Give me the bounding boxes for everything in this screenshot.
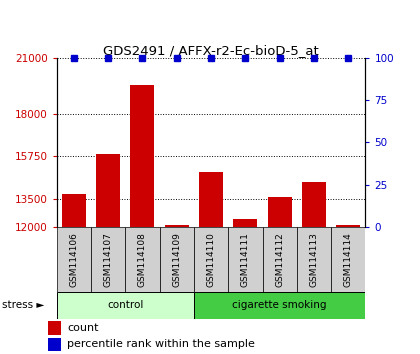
Bar: [57, 227, 91, 292]
Bar: [331, 227, 365, 292]
Text: GSM114112: GSM114112: [275, 232, 284, 287]
Text: GSM114108: GSM114108: [138, 232, 147, 287]
Bar: [194, 292, 365, 319]
Bar: [48, 321, 61, 335]
Bar: [199, 172, 223, 227]
Bar: [336, 225, 360, 227]
Text: percentile rank within the sample: percentile rank within the sample: [67, 339, 255, 349]
Bar: [234, 219, 257, 227]
Bar: [228, 227, 262, 292]
Text: control: control: [107, 300, 144, 310]
Text: cigarette smoking: cigarette smoking: [232, 300, 327, 310]
Text: GSM114107: GSM114107: [104, 232, 113, 287]
Title: GDS2491 / AFFX-r2-Ec-bioD-5_at: GDS2491 / AFFX-r2-Ec-bioD-5_at: [103, 44, 319, 57]
Text: GSM114106: GSM114106: [69, 232, 79, 287]
Text: count: count: [67, 323, 99, 333]
Bar: [268, 197, 291, 227]
Bar: [57, 292, 194, 319]
Bar: [194, 227, 228, 292]
Bar: [131, 85, 155, 227]
Bar: [297, 227, 331, 292]
Bar: [302, 182, 326, 227]
Bar: [91, 227, 125, 292]
Bar: [262, 227, 297, 292]
Bar: [62, 194, 86, 227]
Text: GSM114113: GSM114113: [310, 232, 318, 287]
Bar: [48, 338, 61, 351]
Text: GSM114110: GSM114110: [207, 232, 215, 287]
Text: GSM114111: GSM114111: [241, 232, 250, 287]
Text: stress ►: stress ►: [2, 300, 45, 310]
Bar: [125, 227, 160, 292]
Text: GSM114109: GSM114109: [172, 232, 181, 287]
Bar: [165, 225, 189, 227]
Text: GSM114114: GSM114114: [344, 232, 353, 287]
Bar: [96, 154, 120, 227]
Bar: [160, 227, 194, 292]
